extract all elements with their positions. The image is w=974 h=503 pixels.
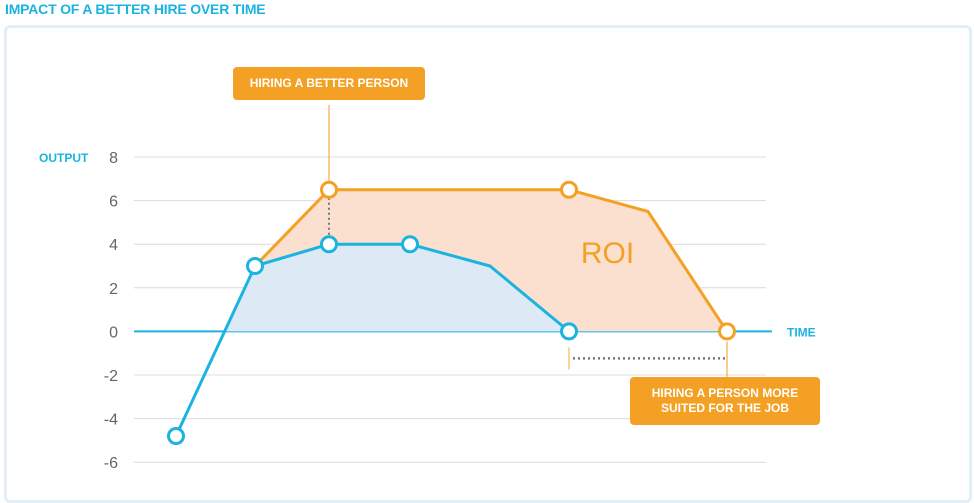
y-tick-label: 6	[109, 194, 118, 211]
better-hire-point	[320, 180, 338, 199]
series-markers	[167, 180, 736, 446]
y-tick-label: 8	[109, 150, 118, 167]
better-person-annotation-text: HIRING A BETTER PERSON	[250, 76, 408, 90]
y-axis-label: OUTPUT	[39, 151, 89, 165]
y-tick-label: -4	[104, 412, 118, 429]
y-tick-label: -6	[104, 455, 118, 472]
roi-label: ROI	[581, 237, 634, 270]
output-point	[320, 235, 338, 254]
suited-person-annotation-text: SUITED FOR THE JOB	[661, 401, 789, 415]
output-point	[167, 427, 185, 446]
x-axis-label: TIME	[787, 325, 816, 339]
suited-person-annotation-text: HIRING A PERSON MORE	[652, 386, 798, 400]
suited-person-annotation-box	[630, 377, 820, 425]
better-hire-point	[560, 180, 578, 199]
area-fills	[224, 189, 727, 332]
y-tick-label: 4	[109, 237, 118, 254]
page-title: IMPACT OF A BETTER HIRE OVER TIME	[5, 1, 266, 17]
annotation-connectors	[328, 105, 728, 377]
roi-area	[255, 189, 727, 332]
output-area	[224, 244, 569, 332]
y-tick-label: 0	[109, 324, 118, 341]
chart-labels: 8 6 4 2 0 -2 -4 -6 OUTPUT TIME ROI HIRING A BETTER …	[39, 67, 820, 472]
y-tick-label: -2	[104, 368, 118, 385]
output-point	[401, 235, 419, 254]
output-point	[560, 322, 578, 341]
output-point	[246, 257, 264, 275]
better-hire-point	[718, 322, 736, 341]
y-tick-label: 2	[109, 281, 118, 298]
better-person-annotation-box	[233, 67, 425, 100]
output-line	[174, 242, 570, 437]
